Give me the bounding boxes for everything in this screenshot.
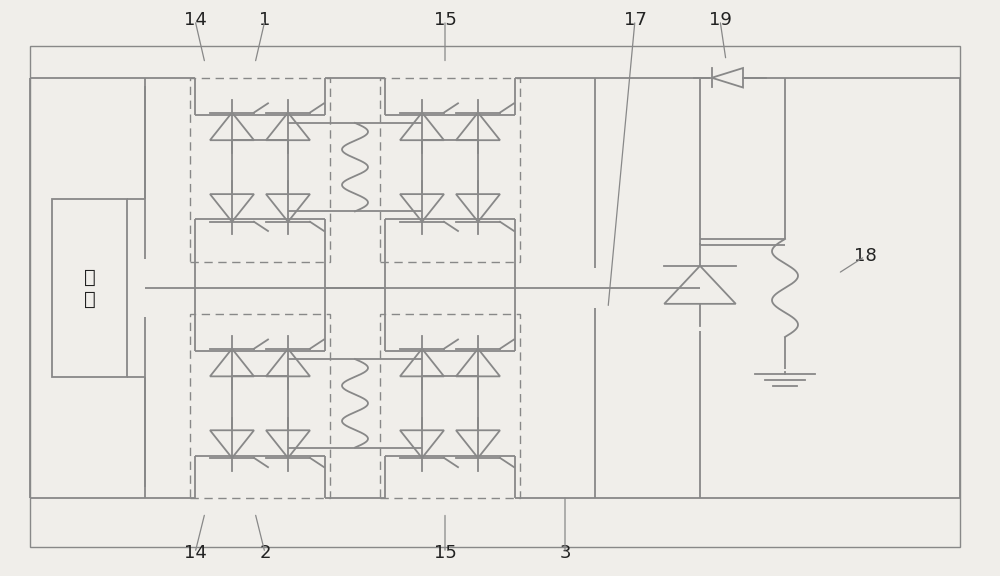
Text: 3: 3: [559, 544, 571, 562]
Text: 19: 19: [709, 11, 731, 29]
Text: 17: 17: [624, 11, 646, 29]
Text: 15: 15: [434, 11, 456, 29]
Text: 1: 1: [259, 11, 271, 29]
Text: 15: 15: [434, 544, 456, 562]
Bar: [30, 46, 960, 547]
Text: 14: 14: [184, 544, 206, 562]
Bar: [380, 78, 520, 262]
Text: 2: 2: [259, 544, 271, 562]
Bar: [52, 199, 127, 377]
Bar: [190, 78, 330, 262]
Bar: [190, 314, 330, 498]
Text: 负
载: 负 载: [84, 267, 95, 309]
Text: 14: 14: [184, 11, 206, 29]
Bar: [380, 314, 520, 498]
Text: 18: 18: [854, 247, 876, 266]
